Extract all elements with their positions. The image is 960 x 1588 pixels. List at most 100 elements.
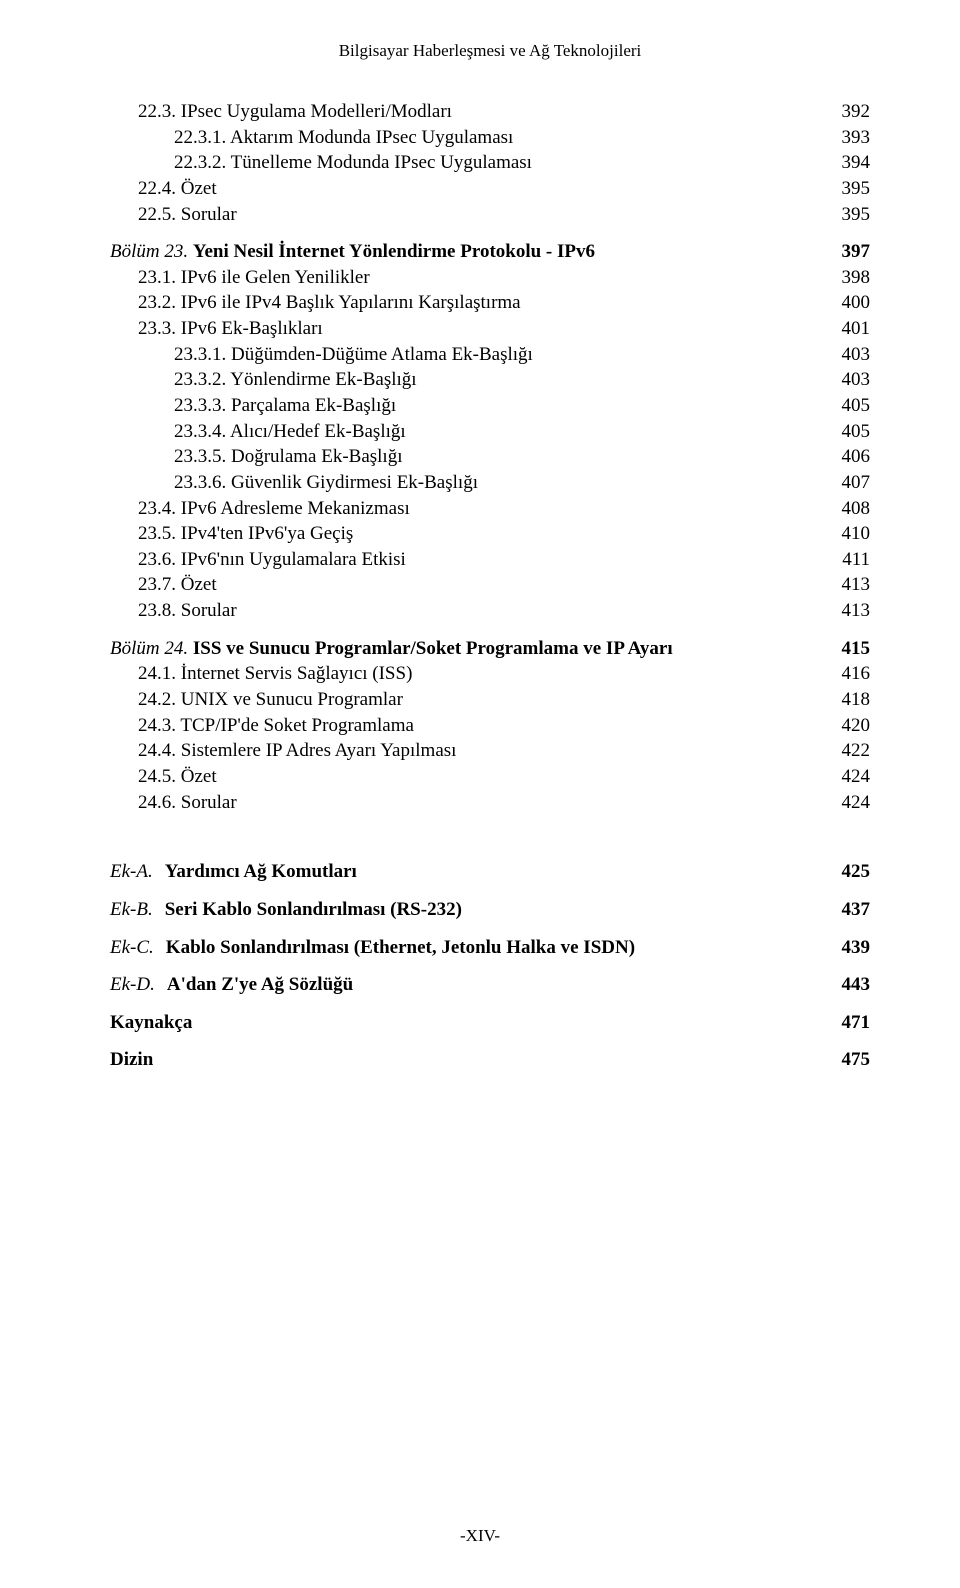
toc-label: 22.4. Özet [138,176,822,202]
table-of-contents: 22.3. IPsec Uygulama Modelleri/Modları39… [110,99,870,815]
toc-label: 22.3.1. Aktarım Modunda IPsec Uygulaması [174,125,822,151]
toc-page: 422 [822,738,871,764]
toc-entry: 22.3.1. Aktarım Modunda IPsec Uygulaması… [110,125,870,151]
toc-label: 23.3.2. Yönlendirme Ek-Başlığı [174,367,822,393]
toc-page: 418 [822,687,871,713]
toc-entry: 24.4. Sistemlere IP Adres Ayarı Yapılmas… [110,738,870,764]
appendix-title: Kaynakça [110,1012,192,1033]
toc-entry: 23.8. Sorular413 [110,598,870,624]
toc-label: 24.1. İnternet Servis Sağlayıcı (ISS) [138,661,822,687]
toc-label: 24.3. TCP/IP'de Soket Programlama [138,713,822,739]
toc-label: 24.6. Sorular [138,790,822,816]
toc-page: 405 [822,419,871,445]
appendix-page: 439 [842,935,871,961]
toc-page: 400 [822,290,871,316]
toc-page: 416 [822,661,871,687]
toc-page: 397 [822,239,871,265]
toc-entry: 23.4. IPv6 Adresleme Mekanizması408 [110,496,870,522]
toc-page: 420 [822,713,871,739]
toc-page: 411 [822,547,870,573]
toc-page: 424 [822,764,871,790]
toc-page: 407 [822,470,871,496]
toc-page: 408 [822,496,871,522]
toc-label: 23.8. Sorular [138,598,822,624]
toc-entry: 22.3.2. Tünelleme Modunda IPsec Uygulama… [110,150,870,176]
appendix-label: Ek-D.A'dan Z'ye Ağ Sözlüğü [110,972,353,998]
toc-entry: 24.3. TCP/IP'de Soket Programlama420 [110,713,870,739]
toc-label: 24.2. UNIX ve Sunucu Programlar [138,687,822,713]
toc-entry: 23.3. IPv6 Ek-Başlıkları401 [110,316,870,342]
appendix-entry: Kaynakça 471 [110,1010,870,1036]
toc-entry: 24.1. İnternet Servis Sağlayıcı (ISS)416 [110,661,870,687]
toc-page: 398 [822,265,871,291]
appendix-entry: Dizin 475 [110,1047,870,1073]
toc-page: 393 [822,125,871,151]
toc-entry: 23.1. IPv6 ile Gelen Yenilikler398 [110,265,870,291]
toc-label: Bölüm 24. ISS ve Sunucu Programlar/Soket… [110,636,822,662]
toc-label: 23.3.4. Alıcı/Hedef Ek-Başlığı [174,419,822,445]
toc-entry: 23.5. IPv4'ten IPv6'ya Geçiş410 [110,521,870,547]
toc-label: 24.5. Özet [138,764,822,790]
toc-entry: 22.4. Özet395 [110,176,870,202]
appendix-page: 425 [842,859,871,885]
toc-page: 415 [822,636,871,662]
toc-label: 23.7. Özet [138,572,822,598]
appendix-code: Ek-B. [110,899,165,920]
toc-page: 401 [822,316,871,342]
appendix-page: 443 [842,972,871,998]
appendix-label: Kaynakça [110,1010,192,1036]
appendix-page: 475 [842,1047,871,1073]
toc-page: 424 [822,790,871,816]
appendix-label: Ek-B.Seri Kablo Sonlandırılması (RS-232) [110,897,462,923]
appendix-page: 437 [842,897,871,923]
page-header: Bilgisayar Haberleşmesi ve Ağ Teknolojil… [110,40,870,63]
toc-label: Bölüm 23. Yeni Nesil İnternet Yönlendirm… [110,239,822,265]
toc-entry: Bölüm 23. Yeni Nesil İnternet Yönlendirm… [110,239,870,265]
appendix-code: Ek-D. [110,974,167,995]
toc-page: 410 [822,521,871,547]
toc-entry: 23.3.4. Alıcı/Hedef Ek-Başlığı405 [110,419,870,445]
appendix-entry: Ek-D.A'dan Z'ye Ağ Sözlüğü 443 [110,972,870,998]
toc-label: 23.1. IPv6 ile Gelen Yenilikler [138,265,822,291]
appendix-code: Ek-A. [110,861,165,882]
page-footer: -XIV- [0,1525,960,1548]
toc-entry: 23.7. Özet413 [110,572,870,598]
toc-entry: 24.2. UNIX ve Sunucu Programlar418 [110,687,870,713]
toc-entry: 23.3.1. Düğümden-Düğüme Atlama Ek-Başlığ… [110,342,870,368]
appendix-title: Yardımcı Ağ Komutları [165,861,357,882]
appendix-page: 471 [842,1010,871,1036]
toc-label: 22.3.2. Tünelleme Modunda IPsec Uygulama… [174,150,822,176]
appendix-label: Ek-C.Kablo Sonlandırılması (Ethernet, Je… [110,935,635,961]
toc-entry: 24.6. Sorular424 [110,790,870,816]
appendix-entry: Ek-A.Yardımcı Ağ Komutları 425 [110,859,870,885]
toc-entry: 23.3.3. Parçalama Ek-Başlığı405 [110,393,870,419]
toc-label: 24.4. Sistemlere IP Adres Ayarı Yapılmas… [138,738,822,764]
toc-entry: 23.3.5. Doğrulama Ek-Başlığı406 [110,444,870,470]
toc-entry: 22.5. Sorular395 [110,202,870,228]
toc-entry: 23.2. IPv6 ile IPv4 Başlık Yapılarını Ka… [110,290,870,316]
toc-page: 413 [822,598,871,624]
toc-page: 392 [822,99,871,125]
toc-entry: 23.3.6. Güvenlik Giydirmesi Ek-Başlığı40… [110,470,870,496]
toc-page: 413 [822,572,871,598]
toc-entry: Bölüm 24. ISS ve Sunucu Programlar/Soket… [110,636,870,662]
toc-page: 395 [822,202,871,228]
toc-entry: 23.6. IPv6'nın Uygulamalara Etkisi411 [110,547,870,573]
appendix-entry: Ek-B.Seri Kablo Sonlandırılması (RS-232)… [110,897,870,923]
toc-label: 23.3.3. Parçalama Ek-Başlığı [174,393,822,419]
toc-page: 403 [822,342,871,368]
appendix-title: Kablo Sonlandırılması (Ethernet, Jetonlu… [166,937,635,958]
toc-page: 395 [822,176,871,202]
toc-label: 22.3. IPsec Uygulama Modelleri/Modları [138,99,822,125]
appendix-title: Seri Kablo Sonlandırılması (RS-232) [165,899,462,920]
appendix-title: Dizin [110,1049,153,1070]
toc-page: 406 [822,444,871,470]
toc-label: 23.3. IPv6 Ek-Başlıkları [138,316,822,342]
toc-label: 22.5. Sorular [138,202,822,228]
toc-label: 23.3.5. Doğrulama Ek-Başlığı [174,444,822,470]
toc-page: 403 [822,367,871,393]
toc-label: 23.2. IPv6 ile IPv4 Başlık Yapılarını Ka… [138,290,822,316]
toc-label: 23.4. IPv6 Adresleme Mekanizması [138,496,822,522]
appendix-entry: Ek-C.Kablo Sonlandırılması (Ethernet, Je… [110,935,870,961]
appendix-label: Ek-A.Yardımcı Ağ Komutları [110,859,357,885]
